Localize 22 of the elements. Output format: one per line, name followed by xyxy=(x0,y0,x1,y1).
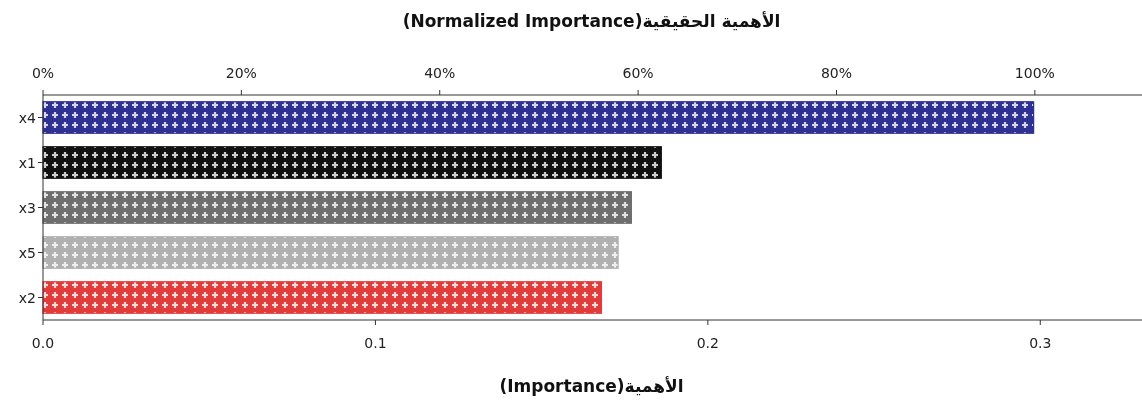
x-tick-label: 0.1 xyxy=(364,335,387,351)
bar xyxy=(42,281,603,314)
x2-tick-label: 20% xyxy=(225,65,257,81)
y-tick-label: x3 xyxy=(18,199,36,216)
y-tick-label: x5 xyxy=(18,244,36,261)
bar xyxy=(42,191,632,224)
bar xyxy=(42,101,1035,134)
x2-tick-label: 60% xyxy=(622,65,654,81)
x2-tick-label: 100% xyxy=(1014,65,1055,81)
x-tick-label: 0.3 xyxy=(1029,335,1052,351)
y-tick-label: x1 xyxy=(18,154,36,171)
x-axis-title: الأهمية(Importance) xyxy=(499,376,684,396)
x2-tick-label: 80% xyxy=(820,65,853,81)
y-tick-label: x2 xyxy=(18,289,36,306)
x2-tick-label: 40% xyxy=(424,65,456,81)
y-tick-label: x4 xyxy=(18,109,37,126)
x2-axis-title: الأهمية الحقيقية(Normalized Importance) xyxy=(402,11,781,31)
bar xyxy=(42,146,662,179)
bar xyxy=(42,236,619,269)
x-tick-label: 0.2 xyxy=(696,335,719,351)
x-tick-label: 0.0 xyxy=(31,335,55,351)
x2-tick-label: 0% xyxy=(31,65,55,81)
